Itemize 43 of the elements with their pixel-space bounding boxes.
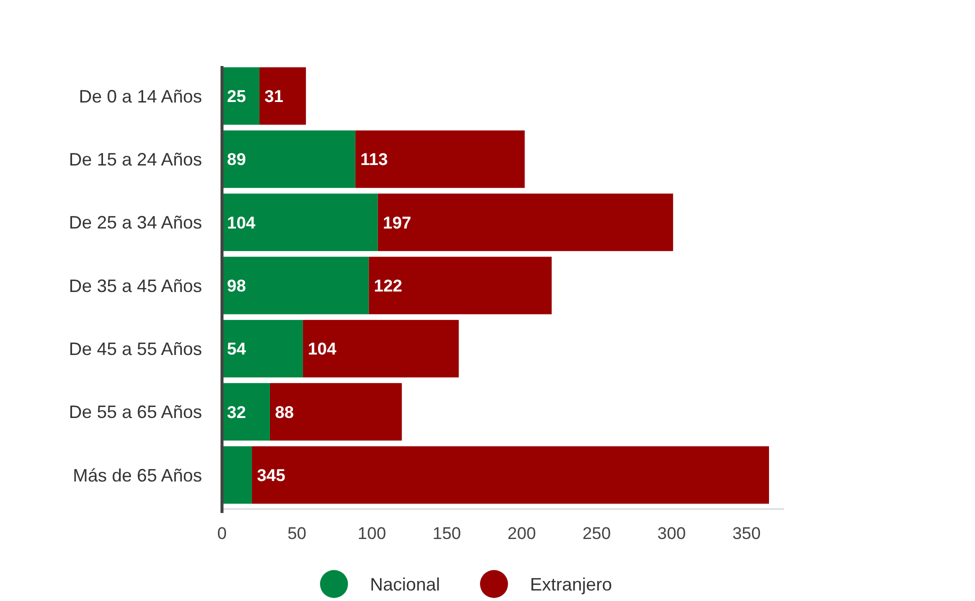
bar [222,130,356,188]
data-label: 31 [264,86,284,106]
bar [222,383,270,441]
data-label: 104 [227,213,256,232]
x-tick-label: 100 [358,524,386,543]
bar [368,256,552,314]
bar [302,320,459,378]
bar [252,446,770,504]
data-label: 104 [308,340,337,359]
data-label: 89 [227,150,246,170]
data-label: 122 [374,276,402,296]
bar [222,256,369,314]
y-tick-label: Más de 65 Años [72,465,202,486]
y-tick-label: De 15 a 24 Años [68,149,202,170]
x-tick-label: 0 [217,524,227,543]
data-label: 32 [227,402,246,422]
y-tick-label: De 0 a 14 Años [78,86,202,106]
bar [378,194,674,252]
bar [222,446,252,504]
bar [355,130,525,188]
legend-label: Extranjero [530,574,612,594]
bar [222,194,378,252]
x-tick-label: 350 [732,524,761,543]
data-label: 345 [256,466,286,485]
y-tick-label: De 55 a 65 Años [68,402,202,422]
bar [259,67,306,125]
y-tick-label: De 45 a 55 Años [68,338,202,359]
x-tick-label: 200 [508,524,536,543]
x-tick-label: 150 [432,524,461,543]
legend-label: Nacional [370,574,440,594]
bar [270,383,402,441]
data-label: 54 [227,340,246,359]
x-tick-label: 250 [582,524,611,543]
data-label: 197 [382,213,412,232]
data-label: 88 [274,402,294,422]
x-tick-label: 50 [287,524,306,543]
data-label: 25 [227,86,246,106]
x-tick-label: 300 [657,524,686,543]
bar [222,320,303,378]
data-label: 113 [360,150,388,170]
y-tick-label: De 25 a 34 Años [68,212,202,233]
data-label: 98 [227,276,246,296]
y-tick-label: De 35 a 45 Años [68,276,202,296]
